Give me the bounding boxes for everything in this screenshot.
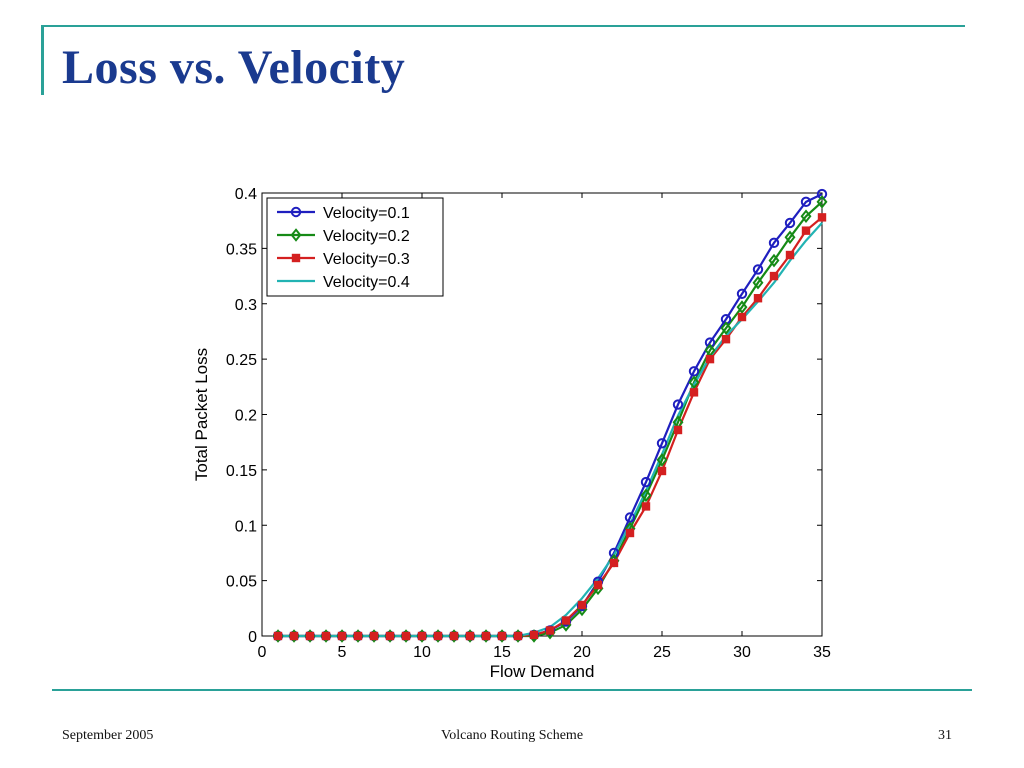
series-3-point	[769, 271, 779, 281]
x-tick-label: 0	[258, 644, 267, 661]
series-3-point	[289, 631, 299, 641]
series-3-point	[401, 631, 411, 641]
series-2-point	[768, 253, 780, 268]
series-3-point	[577, 600, 587, 610]
series-1-point	[736, 288, 748, 299]
footer-date: September 2005	[62, 728, 154, 743]
footer-title: Volcano Routing Scheme	[440, 728, 584, 743]
series-3-point	[465, 631, 475, 641]
series-1-point	[768, 237, 780, 249]
x-tick-label: 35	[813, 644, 831, 661]
series-3-point	[673, 425, 683, 435]
y-tick-label: 0.05	[226, 574, 257, 591]
y-tick-label: 0.15	[226, 463, 257, 480]
series-3-point	[641, 502, 651, 511]
y-tick-label: 0.1	[235, 518, 257, 535]
series-3-point	[545, 626, 555, 635]
series-3-point	[817, 213, 827, 222]
series-3-point	[497, 631, 507, 641]
legend-label-2: Velocity=0.2	[323, 228, 410, 245]
series-1-point	[624, 512, 636, 523]
series-3-point	[433, 631, 443, 641]
y-axis-label: Total Packet Loss	[192, 348, 211, 481]
x-axis-label: Flow Demand	[490, 662, 595, 681]
x-tick-label: 20	[573, 644, 591, 661]
x-tick-label: 25	[653, 644, 671, 661]
series-2-point	[720, 321, 732, 335]
series-3-point	[593, 580, 603, 590]
footer-divider	[52, 689, 972, 691]
series-1-point	[656, 438, 668, 449]
series-1-point	[688, 366, 700, 377]
series-3-point	[449, 631, 459, 641]
x-tick-label: 15	[493, 644, 511, 661]
series-1-point	[784, 217, 796, 229]
series-2-point	[688, 375, 700, 390]
series-1-point	[752, 264, 764, 275]
series-1-point	[608, 547, 620, 559]
x-tick-label: 5	[338, 644, 347, 661]
series-2-point	[640, 488, 652, 503]
series-1-point	[672, 399, 684, 410]
series-2-point	[736, 300, 748, 314]
legend-label-1: Velocity=0.1	[323, 205, 410, 222]
chart-container: 0 5 10 15 20 25 30 35 0 0.05 0.1 0.15 0.2 0.25 0.3 0.35…	[180, 178, 840, 688]
series-3-point	[657, 466, 667, 476]
series-2-point	[800, 209, 812, 224]
y-tick-label: 0.3	[235, 297, 257, 314]
series-3-point	[721, 334, 731, 344]
series-3-point	[609, 558, 619, 568]
series-1-point	[704, 337, 716, 348]
series-2-point	[656, 453, 668, 467]
y-tick-label: 0.2	[235, 408, 257, 425]
series-3-point	[737, 312, 747, 322]
series-1-point	[640, 476, 652, 488]
x-tick-label: 10	[413, 644, 431, 661]
title-accent-horizontal-line	[41, 25, 965, 27]
series-3-point	[353, 631, 363, 641]
series-3-point	[417, 631, 427, 641]
legend-box	[266, 197, 444, 297]
legend-label-3: Velocity=0.3	[323, 251, 410, 268]
slide-title: Loss vs. Velocity	[62, 41, 406, 94]
series-3-point	[625, 528, 635, 538]
series-3-point	[801, 226, 811, 235]
legend-label-4: Velocity=0.4	[323, 274, 410, 291]
series-3-point	[305, 631, 315, 641]
title-accent-vertical-line	[41, 25, 44, 95]
series-3-point	[785, 250, 795, 260]
legend-marker-2	[290, 228, 302, 242]
series-3-point	[481, 631, 491, 641]
y-tick-label: 0.4	[235, 186, 257, 203]
series-3-point	[369, 631, 379, 641]
legend-marker-3	[291, 253, 301, 263]
series-3-point	[385, 631, 395, 641]
y-tick-label: 0.35	[226, 241, 257, 258]
y-tick-label: 0.25	[226, 352, 257, 369]
series-2-point	[816, 195, 828, 209]
series-3-point	[689, 388, 699, 397]
series-2-point	[784, 230, 796, 245]
loss-vs-velocity-chart: 0 5 10 15 20 25 30 35 0 0.05 0.1 0.15 0.2 0.25 0.3 0.35…	[192, 186, 831, 681]
x-tick-label: 30	[733, 644, 751, 661]
y-tick-label: 0	[248, 629, 257, 646]
series-3-point	[753, 294, 763, 303]
series-3-point	[321, 631, 331, 641]
series-2-point	[752, 275, 764, 290]
footer-page-number: 31	[938, 728, 952, 743]
series-3-point	[337, 631, 347, 641]
series-1-point	[800, 196, 812, 208]
legend-marker-1	[290, 206, 302, 218]
series-3-point	[561, 616, 571, 625]
series-3-point	[529, 630, 539, 640]
series-3-point	[705, 354, 715, 364]
series-1-point	[816, 188, 828, 200]
series-3-point	[513, 631, 523, 641]
series-3-point	[273, 631, 283, 641]
